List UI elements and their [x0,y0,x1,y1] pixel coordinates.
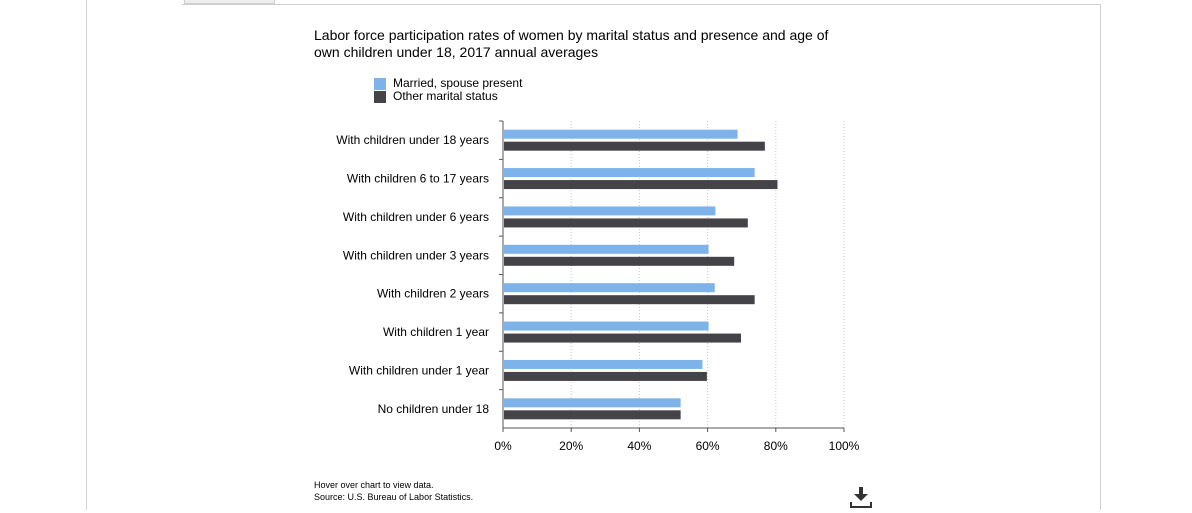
bar-other[interactable] [504,256,735,266]
bar-other[interactable] [504,295,755,305]
x-tick-label: 0% [494,439,512,453]
category-label: With children under 3 years [343,248,489,262]
bar-married[interactable] [504,283,715,293]
legend-label-other: Other marital status [393,89,498,103]
chart-frame [182,4,1101,510]
bar-other[interactable] [504,410,681,420]
download-icon[interactable] [850,486,872,508]
footnote-source: Source: U.S. Bureau of Labor Statistics. [314,492,474,502]
x-tick-label: 40% [627,439,651,453]
page-left-rule [86,0,87,510]
legend-swatch-other [374,90,386,103]
category-label: With children 2 years [377,287,489,301]
bar-married[interactable] [504,129,738,139]
x-tick-label: 100% [829,439,860,453]
category-label: With children under 1 year [349,363,489,377]
category-label: With children under 6 years [343,210,489,224]
chart-title: Labor force participation rates of women… [314,27,829,60]
category-label: With children 1 year [383,325,489,339]
bar-other[interactable] [504,218,748,228]
bar-other[interactable] [504,371,707,381]
x-tick-label: 60% [696,439,720,453]
chart-footnote: Hover over chart to view data. Source: U… [314,479,473,503]
bar-other[interactable] [504,333,741,343]
tab-stub[interactable] [184,0,275,4]
bar-other[interactable] [504,180,778,190]
bar-married[interactable] [504,321,709,331]
legend-item-other[interactable]: Other marital status [374,90,522,103]
bar-married[interactable] [504,359,703,369]
category-label: With children under 18 years [336,133,489,147]
x-tick-label: 80% [764,439,788,453]
chart-legend: Married, spouse present Other marital st… [374,77,522,103]
legend-label-married: Married, spouse present [393,76,523,90]
legend-swatch-married [374,77,386,90]
bar-other[interactable] [504,141,765,151]
bar-married[interactable] [504,244,709,254]
category-label: No children under 18 [378,402,490,416]
x-tick-label: 20% [559,439,583,453]
bar-married[interactable] [504,168,755,178]
category-label: With children 6 to 17 years [347,172,489,186]
footnote-hover-hint: Hover over chart to view data. [314,480,434,490]
bar-married[interactable] [504,206,716,216]
legend-item-married[interactable]: Married, spouse present [374,77,522,90]
bar-married[interactable] [504,398,681,408]
